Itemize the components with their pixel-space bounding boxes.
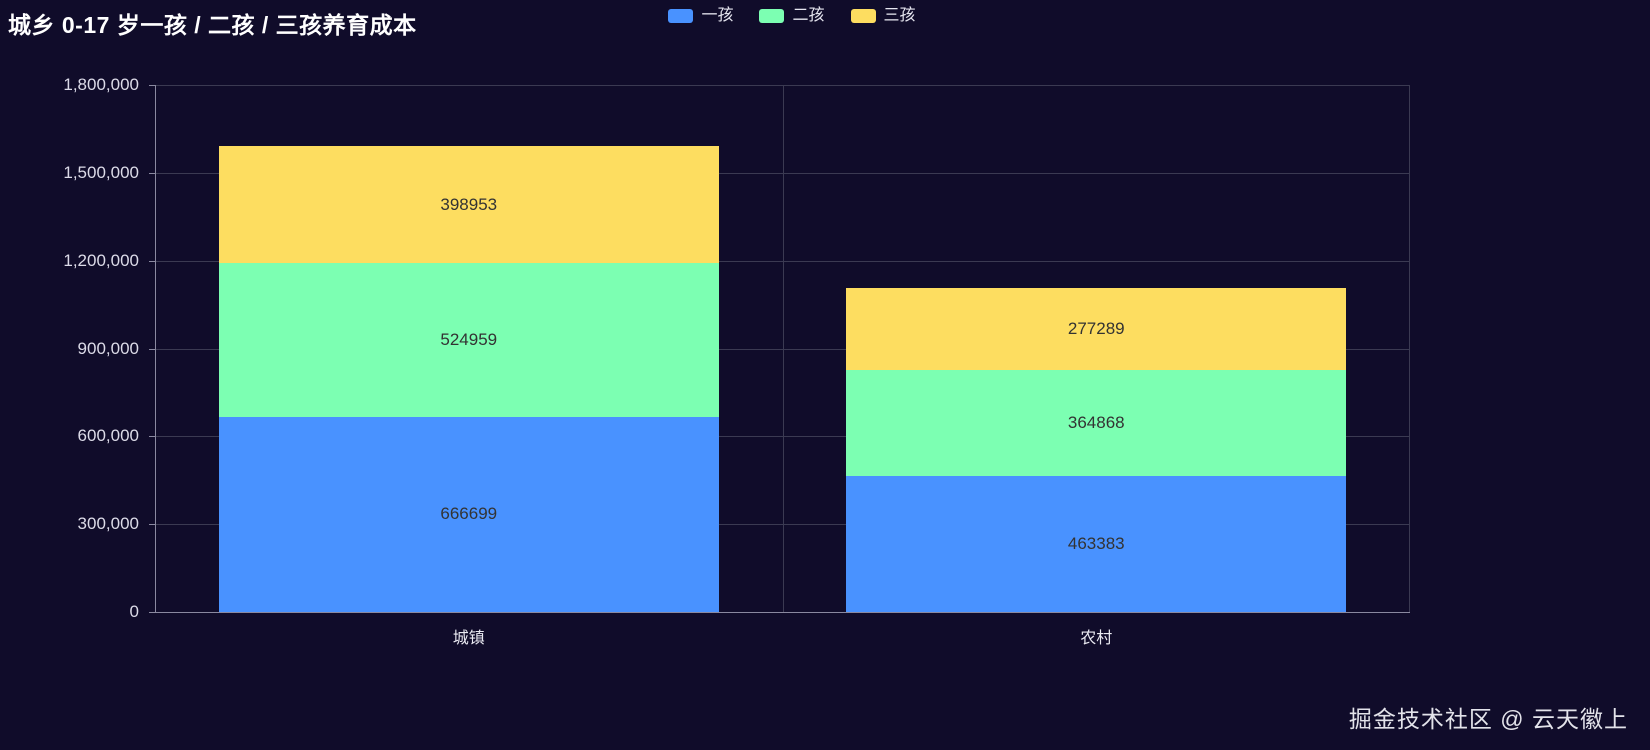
legend-swatch <box>850 9 876 23</box>
bar-value-label: 524959 <box>440 329 498 349</box>
x-axis-category-label: 农村 <box>1080 630 1113 647</box>
bar-城镇-三孩[interactable]: 398953 <box>218 146 719 264</box>
y-axis-tick-mark <box>149 260 155 262</box>
y-axis-tick-mark <box>149 612 155 613</box>
plot-area: 0 300,000 600,000 900,000 1,200,000 1,500,000… <box>63 75 1410 647</box>
bar-农村-一孩[interactable]: 463383 <box>846 476 1347 612</box>
bar-城镇-一孩[interactable]: 666699 <box>218 416 719 612</box>
bar-value-label: 364868 <box>1067 412 1125 432</box>
bar-value-label: 463383 <box>1067 534 1125 554</box>
y-axis-tick-label: 1,200,000 <box>63 250 139 270</box>
legend-item-1[interactable]: 一孩 <box>668 8 733 24</box>
y-axis-tick-label: 900,000 <box>77 338 139 358</box>
y-axis-tick-mark <box>149 172 155 174</box>
y-axis-line <box>155 85 156 612</box>
bar-农村-三孩[interactable]: 277289 <box>846 288 1347 370</box>
bar-value-label: 666699 <box>440 504 498 524</box>
x-axis-category-label: 城镇 <box>452 630 485 647</box>
gridline-vertical <box>782 85 784 612</box>
legend-label: 三孩 <box>883 7 916 24</box>
legend-label: 二孩 <box>792 7 825 24</box>
x-axis-line <box>155 612 1410 613</box>
bar-value-label: 398953 <box>440 194 498 214</box>
bar-城镇-二孩[interactable]: 524959 <box>218 263 719 417</box>
legend-label: 一孩 <box>701 7 734 24</box>
y-axis-tick-label: 600,000 <box>77 426 139 446</box>
legend-swatch <box>668 9 694 23</box>
gridline-vertical <box>1409 85 1410 612</box>
y-axis-tick-mark <box>149 348 155 350</box>
y-axis-tick-label: 0 <box>129 602 139 621</box>
legend: 一孩 二孩 三孩 <box>0 8 1584 24</box>
y-axis-tick-mark <box>149 524 155 526</box>
watermark: 掘金技术社区 @ 云天徽上 <box>1348 706 1628 732</box>
chart-title: 城乡 0-17 岁一孩 / 二孩 / 三孩养育成本 <box>8 12 417 38</box>
legend-item-2[interactable]: 二孩 <box>759 7 825 24</box>
bar-value-label: 277289 <box>1067 318 1125 338</box>
y-axis-tick-label: 1,500,000 <box>63 162 139 182</box>
bar-农村-二孩[interactable]: 364868 <box>846 369 1347 477</box>
legend-item-3[interactable]: 三孩 <box>850 7 916 24</box>
legend-swatch <box>759 9 785 23</box>
y-axis-tick-label: 1,800,000 <box>63 75 139 94</box>
y-axis-tick-label: 300,000 <box>77 514 139 534</box>
y-axis-tick-mark <box>149 436 155 438</box>
y-axis-tick-mark <box>149 85 155 86</box>
